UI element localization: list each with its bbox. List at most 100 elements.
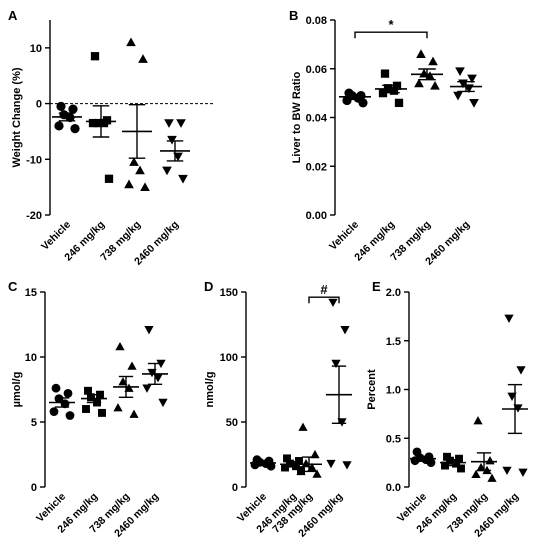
data-point xyxy=(471,469,481,479)
data-point xyxy=(84,386,92,395)
data-point xyxy=(99,118,109,128)
data-point xyxy=(426,458,436,468)
category-label: Vehicle xyxy=(39,219,73,253)
data-point xyxy=(49,407,59,416)
panel-letter: C xyxy=(8,279,18,294)
data-point xyxy=(469,99,479,108)
data-point xyxy=(331,359,341,369)
group-4 xyxy=(142,326,168,408)
data-point xyxy=(54,121,64,131)
group-3 xyxy=(411,49,443,90)
group-2 xyxy=(440,452,466,473)
y-axis-title: Weight Change (%) xyxy=(11,67,23,167)
data-point xyxy=(428,56,438,66)
y-tick-label: 0.0 xyxy=(386,482,401,494)
data-point xyxy=(142,384,152,393)
data-point xyxy=(516,366,526,375)
group-2 xyxy=(86,52,116,183)
data-point xyxy=(485,456,495,465)
y-axis-title: Percent xyxy=(366,369,378,410)
data-point xyxy=(502,466,512,476)
y-tick-label: 0.06 xyxy=(306,64,327,76)
group-3 xyxy=(113,341,139,418)
data-point xyxy=(281,463,289,472)
data-point xyxy=(82,405,90,413)
y-tick-label: 0 xyxy=(31,482,37,494)
data-point xyxy=(140,182,150,192)
data-point xyxy=(457,464,465,473)
y-axis-title: µmol/g xyxy=(11,372,23,408)
group-3 xyxy=(122,37,152,192)
data-point xyxy=(416,49,426,58)
data-point xyxy=(487,473,497,482)
data-point xyxy=(312,469,322,478)
data-point xyxy=(358,98,368,108)
panel-letter: E xyxy=(372,279,381,294)
data-point xyxy=(60,399,70,409)
panel-letter: B xyxy=(289,8,298,23)
data-point xyxy=(342,461,352,470)
group-2 xyxy=(375,69,407,108)
panel-b-liver-bw-ratio: B 0.00 0.02 0.04 0.06 0.08 Liver to BW Ratio Ve… xyxy=(289,8,482,268)
significance-bracket xyxy=(354,31,428,39)
data-point xyxy=(158,398,168,408)
group-1 xyxy=(49,383,75,420)
data-point xyxy=(467,74,477,84)
y-tick-label: 10 xyxy=(30,43,42,55)
y-tick-label: 0 xyxy=(232,482,238,494)
y-tick-label: 5 xyxy=(31,417,37,429)
data-point xyxy=(129,409,139,418)
group-1 xyxy=(250,455,276,471)
y-tick-label: -20 xyxy=(26,210,42,222)
data-point xyxy=(87,393,95,402)
y-tick-label: 1.5 xyxy=(386,336,401,348)
y-tick-label: 15 xyxy=(25,287,37,299)
data-point xyxy=(453,91,463,101)
data-point xyxy=(70,124,80,134)
data-point xyxy=(127,361,137,370)
data-point xyxy=(455,454,463,463)
data-point xyxy=(126,37,136,47)
group-4 xyxy=(326,298,352,470)
data-point xyxy=(473,416,483,425)
data-point xyxy=(104,174,114,183)
y-tick-label: 0.08 xyxy=(306,15,327,27)
data-point xyxy=(380,69,390,78)
data-point xyxy=(113,403,123,412)
data-point xyxy=(135,165,145,175)
panel-letter: A xyxy=(8,8,18,23)
data-point xyxy=(394,98,404,108)
y-tick-label: 150 xyxy=(220,287,238,299)
data-point xyxy=(518,468,528,477)
group-1 xyxy=(410,447,436,468)
data-point xyxy=(452,459,460,468)
y-tick-label: 50 xyxy=(226,417,238,429)
data-point xyxy=(63,389,73,398)
data-point xyxy=(340,326,350,335)
data-point xyxy=(162,166,172,176)
data-point xyxy=(93,118,103,128)
data-point xyxy=(455,67,465,77)
data-point xyxy=(144,326,154,335)
data-point xyxy=(68,104,78,114)
data-point xyxy=(504,314,514,323)
data-point xyxy=(326,459,336,469)
data-point xyxy=(310,449,320,459)
group-1 xyxy=(339,88,371,108)
y-tick-label: 2.0 xyxy=(386,287,401,299)
data-point xyxy=(138,54,148,63)
group-3 xyxy=(471,416,497,482)
category-label: Vehicle xyxy=(327,219,361,253)
y-tick-label: -10 xyxy=(26,154,42,166)
y-tick-label: 0.02 xyxy=(306,161,327,173)
significance-bracket xyxy=(308,296,340,304)
data-point xyxy=(178,174,188,184)
y-tick-label: 0 xyxy=(36,99,42,111)
significance-label: # xyxy=(320,282,328,297)
panel-letter: D xyxy=(204,279,213,294)
data-point xyxy=(283,454,291,463)
